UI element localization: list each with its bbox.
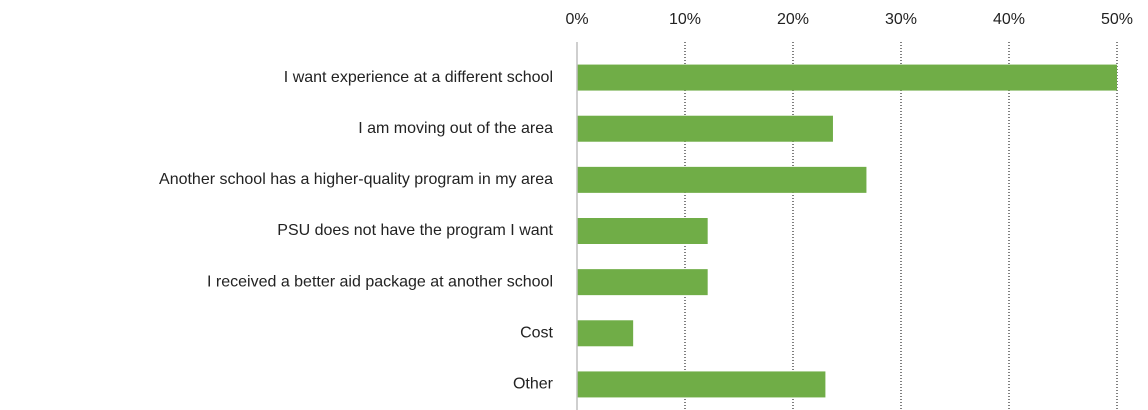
bar: [577, 371, 826, 398]
x-tick-label: 20%: [777, 11, 809, 28]
bar: [577, 115, 833, 142]
bar: [577, 64, 1117, 91]
bar: [577, 166, 867, 193]
x-tick-label: 0%: [565, 11, 588, 28]
x-tick-label: 40%: [993, 11, 1025, 28]
y-tick-label: I want experience at a different school: [284, 69, 553, 86]
bar: [577, 320, 634, 347]
y-tick-label: I received a better aid package at anoth…: [207, 273, 553, 290]
y-tick-label: PSU does not have the program I want: [277, 222, 553, 239]
y-tick-label: Cost: [520, 325, 553, 342]
bar: [577, 269, 708, 296]
bar: [577, 218, 708, 244]
y-tick-label: Other: [513, 376, 554, 393]
y-tick-label: Another school has a higher-quality prog…: [159, 171, 553, 188]
x-tick-label: 10%: [669, 11, 701, 28]
y-tick-label: I am moving out of the area: [358, 120, 553, 137]
x-tick-label: 30%: [885, 11, 917, 28]
x-tick-label: 50%: [1101, 11, 1133, 28]
